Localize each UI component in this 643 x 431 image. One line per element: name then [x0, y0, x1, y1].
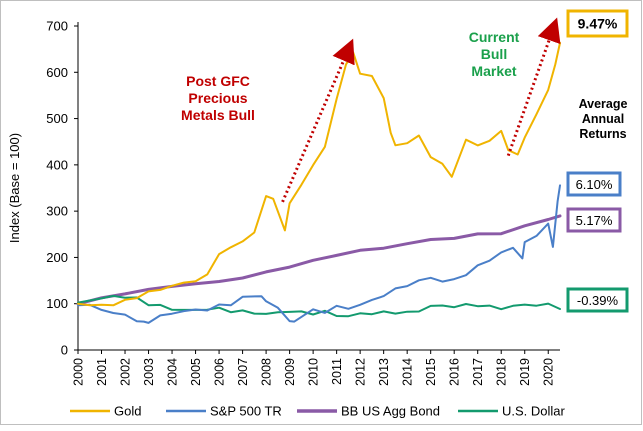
- legend-item-s-p-500-tr: S&P 500 TR: [166, 404, 282, 419]
- return-badge-gold: 9.47%: [566, 9, 629, 38]
- y-tick-label: 0: [61, 343, 68, 358]
- y-tick-label: 700: [46, 19, 68, 34]
- annotation-line: Market: [471, 63, 516, 79]
- series-line-u-s-dollar: [77, 294, 561, 318]
- x-tick-label: 2018: [495, 358, 509, 386]
- x-tick-label: 2007: [236, 358, 250, 386]
- return-badge-border: [566, 171, 622, 197]
- return-value: -0.39%: [577, 293, 619, 308]
- x-tick-label: 2012: [354, 358, 368, 386]
- average-returns-title: Average Annual Returns: [579, 97, 628, 141]
- series-line-gold: [77, 41, 561, 307]
- gfc-annotation: Post GFC Precious Metals Bull: [181, 73, 255, 123]
- y-tick-label: 600: [46, 65, 68, 80]
- annotation-line: Precious: [188, 90, 247, 106]
- x-tick-label: 2001: [95, 358, 109, 386]
- x-tick-label: 2013: [377, 358, 391, 386]
- annotation-line: Annual: [582, 112, 624, 126]
- y-tick-label: 400: [46, 157, 68, 172]
- x-tick-label: 2017: [471, 358, 485, 386]
- return-value: 5.17%: [576, 213, 613, 228]
- trend-arrows: [281, 17, 561, 203]
- y-tick-label: 100: [46, 296, 68, 311]
- legend-label: U.S. Dollar: [502, 404, 566, 419]
- annotations: Post GFC Precious Metals Bull Current Bull Ma…: [181, 9, 629, 313]
- series-line-bb-us-agg-bond: [76, 214, 562, 306]
- y-tick-label: 300: [46, 204, 68, 219]
- series-layer: [76, 41, 562, 324]
- annotation-line: Returns: [579, 127, 626, 141]
- legend-label: BB US Agg Bond: [341, 404, 440, 419]
- y-axis-label: Index (Base = 100): [7, 133, 22, 243]
- legend-item-bb-us-agg-bond: BB US Agg Bond: [297, 404, 440, 419]
- gfc-trend-arrow: [281, 38, 355, 203]
- legend-item-gold: Gold: [70, 404, 141, 419]
- return-badge-border: [566, 287, 629, 313]
- x-tick-label: 2016: [448, 358, 462, 386]
- x-tick-label: 2008: [260, 358, 274, 386]
- legend-label: Gold: [114, 404, 141, 419]
- x-tick-label: 2006: [213, 358, 227, 386]
- x-tick-label: 2003: [142, 358, 156, 386]
- legend: Gold S&P 500 TR BB US Agg Bond U.S. Dollar: [70, 404, 566, 419]
- x-tick-label: 2011: [330, 358, 344, 385]
- y-tick-label: 500: [46, 111, 68, 126]
- axes: 0 100 200 300 400 500 600 700 2000 2001 2002 2003 20…: [7, 19, 560, 386]
- y-tick-label: 200: [46, 250, 68, 265]
- series-line-s-p-500-tr: [77, 184, 561, 324]
- legend-label: S&P 500 TR: [210, 404, 282, 419]
- x-tick-label: 2000: [72, 358, 86, 386]
- x-tick-label: 2019: [518, 358, 532, 386]
- annotation-line: Post GFC: [186, 73, 250, 89]
- x-tick-label: 2015: [424, 358, 438, 386]
- x-tick-label: 2004: [166, 358, 180, 386]
- x-tick-label: 2005: [189, 358, 203, 386]
- current-bull-annotation: Current Bull Market: [469, 29, 520, 79]
- annotation-line: Metals Bull: [181, 107, 255, 123]
- x-tick-label: 2010: [307, 358, 321, 386]
- legend-item-u-s-dollar: U.S. Dollar: [458, 404, 566, 419]
- return-badge-bb-us-agg-bond: 5.17%: [566, 207, 622, 233]
- annotation-line: Current: [469, 29, 520, 45]
- x-tick-label: 2020: [542, 358, 556, 386]
- x-tick-label: 2009: [283, 358, 297, 386]
- x-tick-label: 2002: [119, 358, 133, 386]
- return-value: 9.47%: [578, 16, 618, 32]
- x-tick-label: 2014: [401, 358, 415, 386]
- return-badge-u-s-dollar: -0.39%: [566, 287, 629, 313]
- return-badge-border: [566, 9, 629, 38]
- return-value: 6.10%: [576, 177, 613, 192]
- annotation-line: Average: [579, 97, 628, 111]
- return-badge-border: [566, 207, 622, 233]
- return-badge-s-p-500-tr: 6.10%: [566, 171, 622, 197]
- annotation-line: Bull: [481, 46, 507, 62]
